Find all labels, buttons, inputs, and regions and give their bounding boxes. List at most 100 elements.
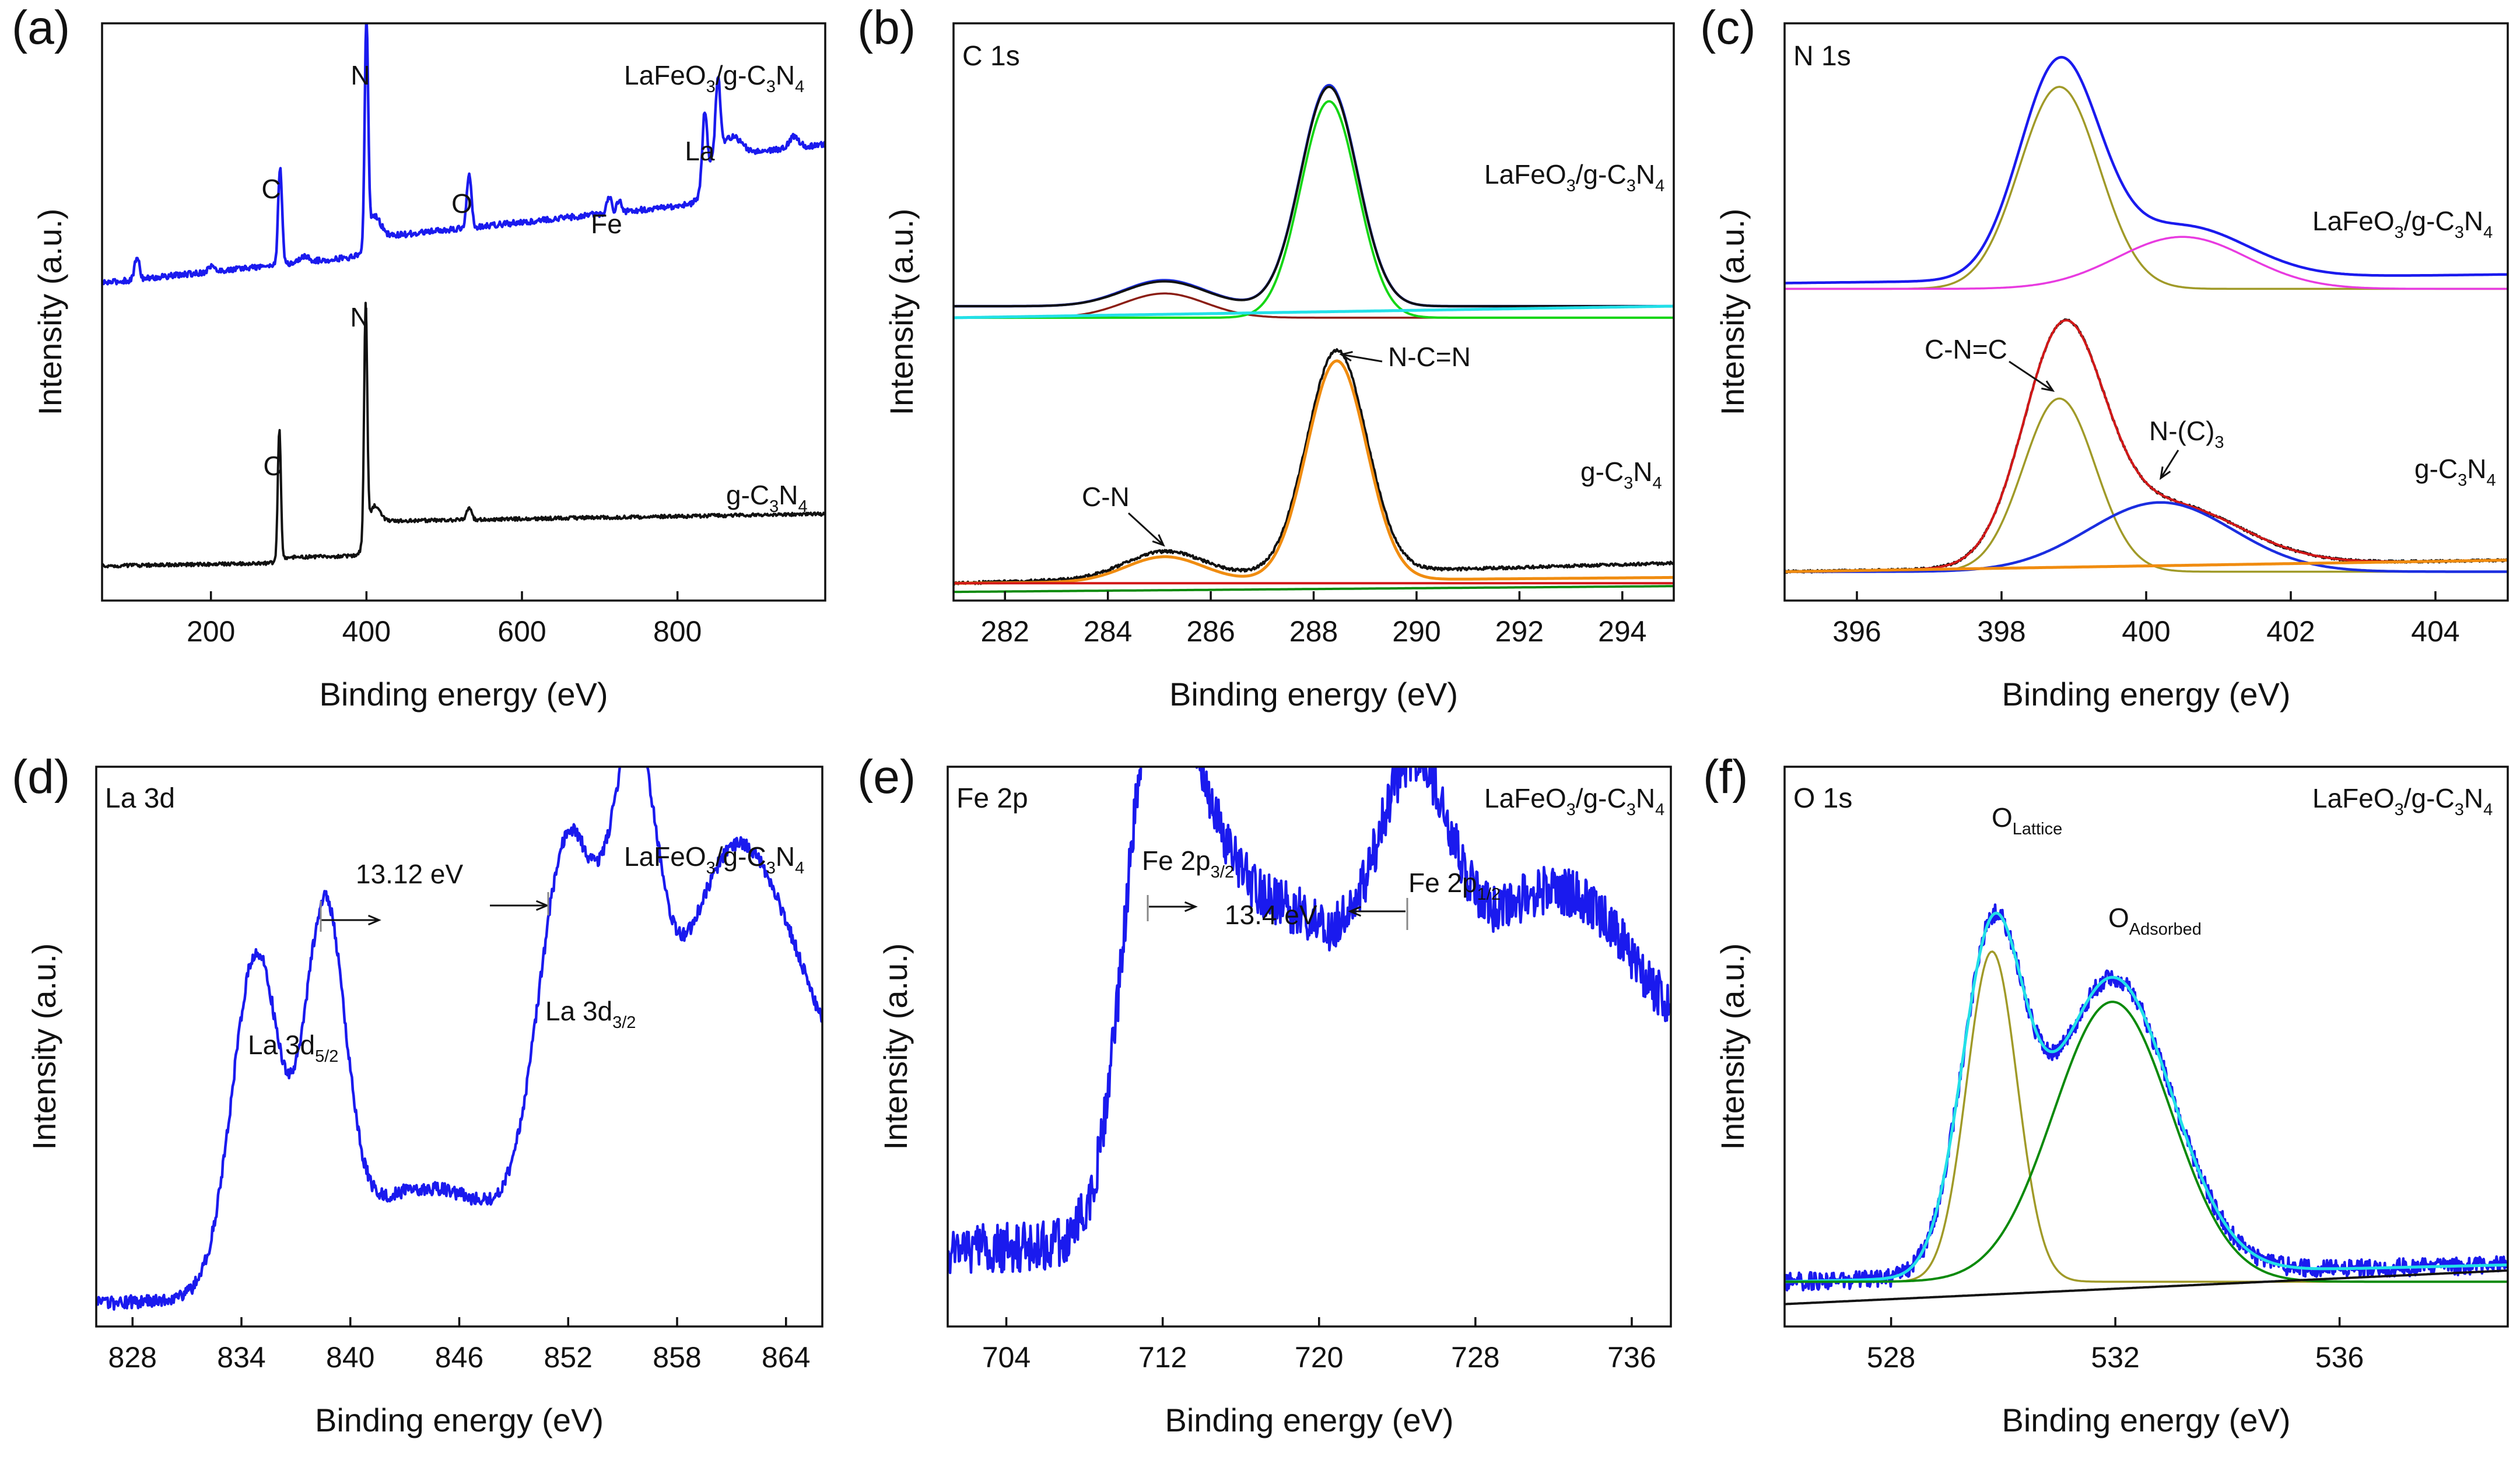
legend-entry: LaFeO3/g-C3N4 (2312, 783, 2493, 819)
annotation-arrow (1127, 512, 1165, 546)
series-line-c-0 (1785, 55, 2508, 285)
annotation-label: La 3d5/2 (248, 1030, 338, 1066)
series-line-a-0 (102, 23, 825, 286)
y-axis-label: Intensity (a.u.) (883, 209, 920, 416)
legend-entry-part: 4 (1655, 177, 1664, 195)
legend-entry: LaFeO3/g-C3N4 (1484, 783, 1664, 819)
annotation-label: OAdsorbed (2108, 903, 2202, 939)
annotation-label-part: 13.12 eV (356, 859, 463, 889)
legend-entry-part: 3 (706, 78, 716, 96)
legend-entry-part: N (779, 480, 798, 510)
annotation-label: C (263, 451, 282, 481)
x-tick-label: 200 (187, 615, 235, 648)
legend-entry-part: /g-C (716, 60, 766, 90)
annotation-label-part: La 3d (545, 996, 612, 1026)
x-tick-label: 396 (1832, 615, 1881, 648)
y-axis-label: Intensity (a.u.) (877, 943, 914, 1150)
annotation-label-part: C (261, 174, 281, 204)
legend-entry-part: g-C (1580, 457, 1624, 487)
legend-entry-part: LaFeO (624, 841, 706, 872)
x-tick-label: 852 (544, 1341, 593, 1374)
legend-entry-part: /g-C (1576, 783, 1627, 813)
series-group-b (954, 83, 1674, 594)
legend-entry-part: 4 (795, 859, 804, 878)
legend-entry-part: g-C (2414, 454, 2458, 484)
legend-entry-part: /g-C (2404, 206, 2455, 236)
y-axis-label: Intensity (a.u.) (31, 209, 68, 416)
panel-b: 282 284 286 288 290 292 294 Binding energy (eV)… (857, 1, 1675, 713)
y-axis-label: Intensity (a.u.) (1714, 943, 1751, 1150)
annotation-label-part: Adsorbed (2129, 920, 2202, 939)
panel-title: O 1s (1793, 783, 1852, 814)
legend-entry-part: /g-C (2404, 783, 2455, 813)
annotation-label: Fe (591, 209, 622, 239)
series-line-b-6 (954, 359, 1674, 585)
annotation-label-part: Fe 2p (1142, 845, 1211, 876)
annotation-label: C-N=C (1925, 334, 2007, 364)
panel-label: (b) (857, 1, 916, 54)
annotation-label-part: N (350, 302, 369, 332)
annotation-label: La (685, 136, 715, 166)
x-tick-label: 736 (1607, 1341, 1656, 1374)
x-tick-label: 704 (982, 1341, 1031, 1374)
x-tick-label: 282 (980, 615, 1029, 648)
legend-entry: g-C3N4 (1580, 457, 1662, 493)
x-axis-label: Binding energy (eV) (1169, 676, 1458, 713)
legend-entry-part: LaFeO (624, 60, 706, 90)
legend-entry-part: /g-C (716, 841, 766, 872)
annotation-label-part: N-C=N (1388, 342, 1471, 372)
x-tick-label: 720 (1295, 1341, 1343, 1374)
legend-entry-part: 4 (2483, 223, 2493, 242)
legend-entry-part: 3 (1627, 177, 1636, 195)
x-tick-label: 398 (1977, 615, 2025, 648)
x-tick-label: 528 (1867, 1341, 1915, 1374)
annotation-label-part: 3/2 (1211, 863, 1234, 882)
panel-label: (d) (12, 750, 70, 803)
annotation-label: Fe 2p1/2 (1408, 868, 1501, 904)
legend-entry-part: N (776, 841, 795, 872)
x-tick-label: 846 (435, 1341, 483, 1374)
annotation-label: N (351, 60, 370, 90)
annotation-arrowhead (1348, 906, 1362, 917)
x-tick-label: 284 (1084, 615, 1132, 648)
series-line-b-7 (954, 585, 1674, 594)
legend-entry-part: 3 (2455, 801, 2464, 819)
plot-frame (101, 22, 826, 602)
legend-entry: LaFeO3/g-C3N4 (1484, 159, 1664, 195)
legend-entry: LaFeO3/g-C3N4 (624, 841, 804, 878)
legend-entry-part: N (2467, 454, 2486, 484)
annotation-arrowhead (367, 914, 381, 926)
annotation-label-part: La 3d (248, 1030, 315, 1060)
legend-entry-part: N (1636, 783, 1655, 813)
legend-entry-part: 3 (2395, 801, 2404, 819)
legend-entry-part: g-C (726, 480, 769, 510)
legend-entry-part: 3 (1566, 177, 1576, 195)
x-tick-label: 864 (762, 1341, 810, 1374)
annotation-label-part: O (451, 188, 472, 219)
annotation-label: C (261, 174, 281, 204)
series-line-c-7 (1785, 559, 2508, 573)
legend-entry-part: 3 (2455, 223, 2464, 242)
annotation-label: OLattice (1992, 802, 2062, 838)
legend-entry-part: 4 (2487, 471, 2496, 490)
annotation-arrowhead (1339, 350, 1353, 362)
x-tick-label: 858 (653, 1341, 701, 1374)
annotation-arrow (1341, 353, 1383, 363)
series-group-a (102, 23, 825, 568)
x-tick-label: 828 (108, 1341, 157, 1374)
legend-entry-part: 4 (795, 78, 804, 96)
annotation-label-part: 1/2 (1477, 885, 1501, 904)
series-line-c-2 (1785, 236, 2508, 290)
legend-entry: g-C3N4 (726, 480, 808, 516)
legend-entry-part: LaFeO (2312, 206, 2395, 236)
legend-entry: LaFeO3/g-C3N4 (624, 60, 804, 96)
x-tick-label: 288 (1289, 615, 1338, 648)
series-group-f (1785, 903, 2508, 1305)
x-tick-label: 840 (326, 1341, 374, 1374)
annotation-label-part: Fe (591, 209, 622, 239)
annotation-label: C-N (1082, 482, 1130, 512)
legend-entry-part: N (1636, 159, 1655, 189)
annotation-arrowhead (2041, 380, 2055, 392)
panel-a: 200 400 600 800 Binding energy (eV) Intensity… (12, 1, 826, 713)
